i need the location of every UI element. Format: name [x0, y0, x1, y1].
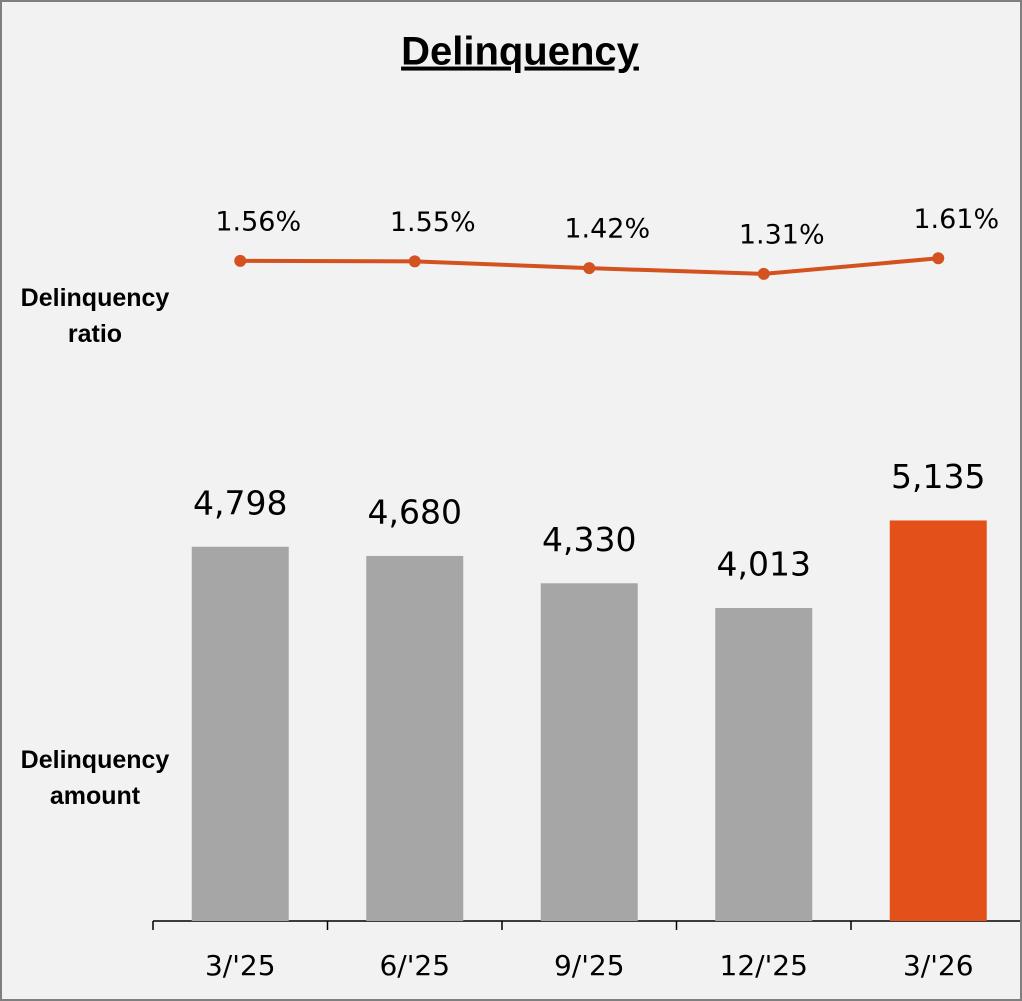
- x-tick-label: 3/'26: [903, 949, 974, 982]
- bar-value-label: 4,680: [368, 492, 462, 531]
- x-tick-label: 3/'25: [205, 949, 276, 982]
- line-point: [757, 267, 770, 280]
- line-value-label: 1.55%: [390, 207, 476, 238]
- line-point: [583, 262, 596, 275]
- line-point: [932, 252, 945, 265]
- bar: [540, 583, 638, 921]
- bar: [889, 520, 987, 921]
- x-tick-label: 12/'25: [720, 949, 808, 982]
- bar: [366, 555, 464, 921]
- x-tick-label: 9/'25: [554, 949, 625, 982]
- bar-value-label: 5,135: [891, 457, 985, 496]
- bar-value-label: 4,330: [542, 520, 636, 559]
- line-point: [408, 255, 421, 268]
- bar: [715, 607, 813, 921]
- bar: [191, 546, 289, 921]
- chart-title: Delinquency: [401, 30, 640, 74]
- line-point: [234, 254, 247, 267]
- line-value-label: 1.42%: [564, 214, 650, 245]
- line-value-label: 1.56%: [215, 206, 301, 237]
- line-series-label: Delinquency ratio: [20, 284, 170, 348]
- bar-value-label: 4,798: [193, 483, 287, 522]
- bar-series-label: Delinquency amount: [20, 746, 170, 810]
- line-value-label: 1.31%: [739, 219, 825, 250]
- line-value-label: 1.61%: [913, 204, 999, 235]
- x-tick-label: 6/'25: [379, 949, 450, 982]
- bar-value-label: 4,013: [717, 544, 811, 583]
